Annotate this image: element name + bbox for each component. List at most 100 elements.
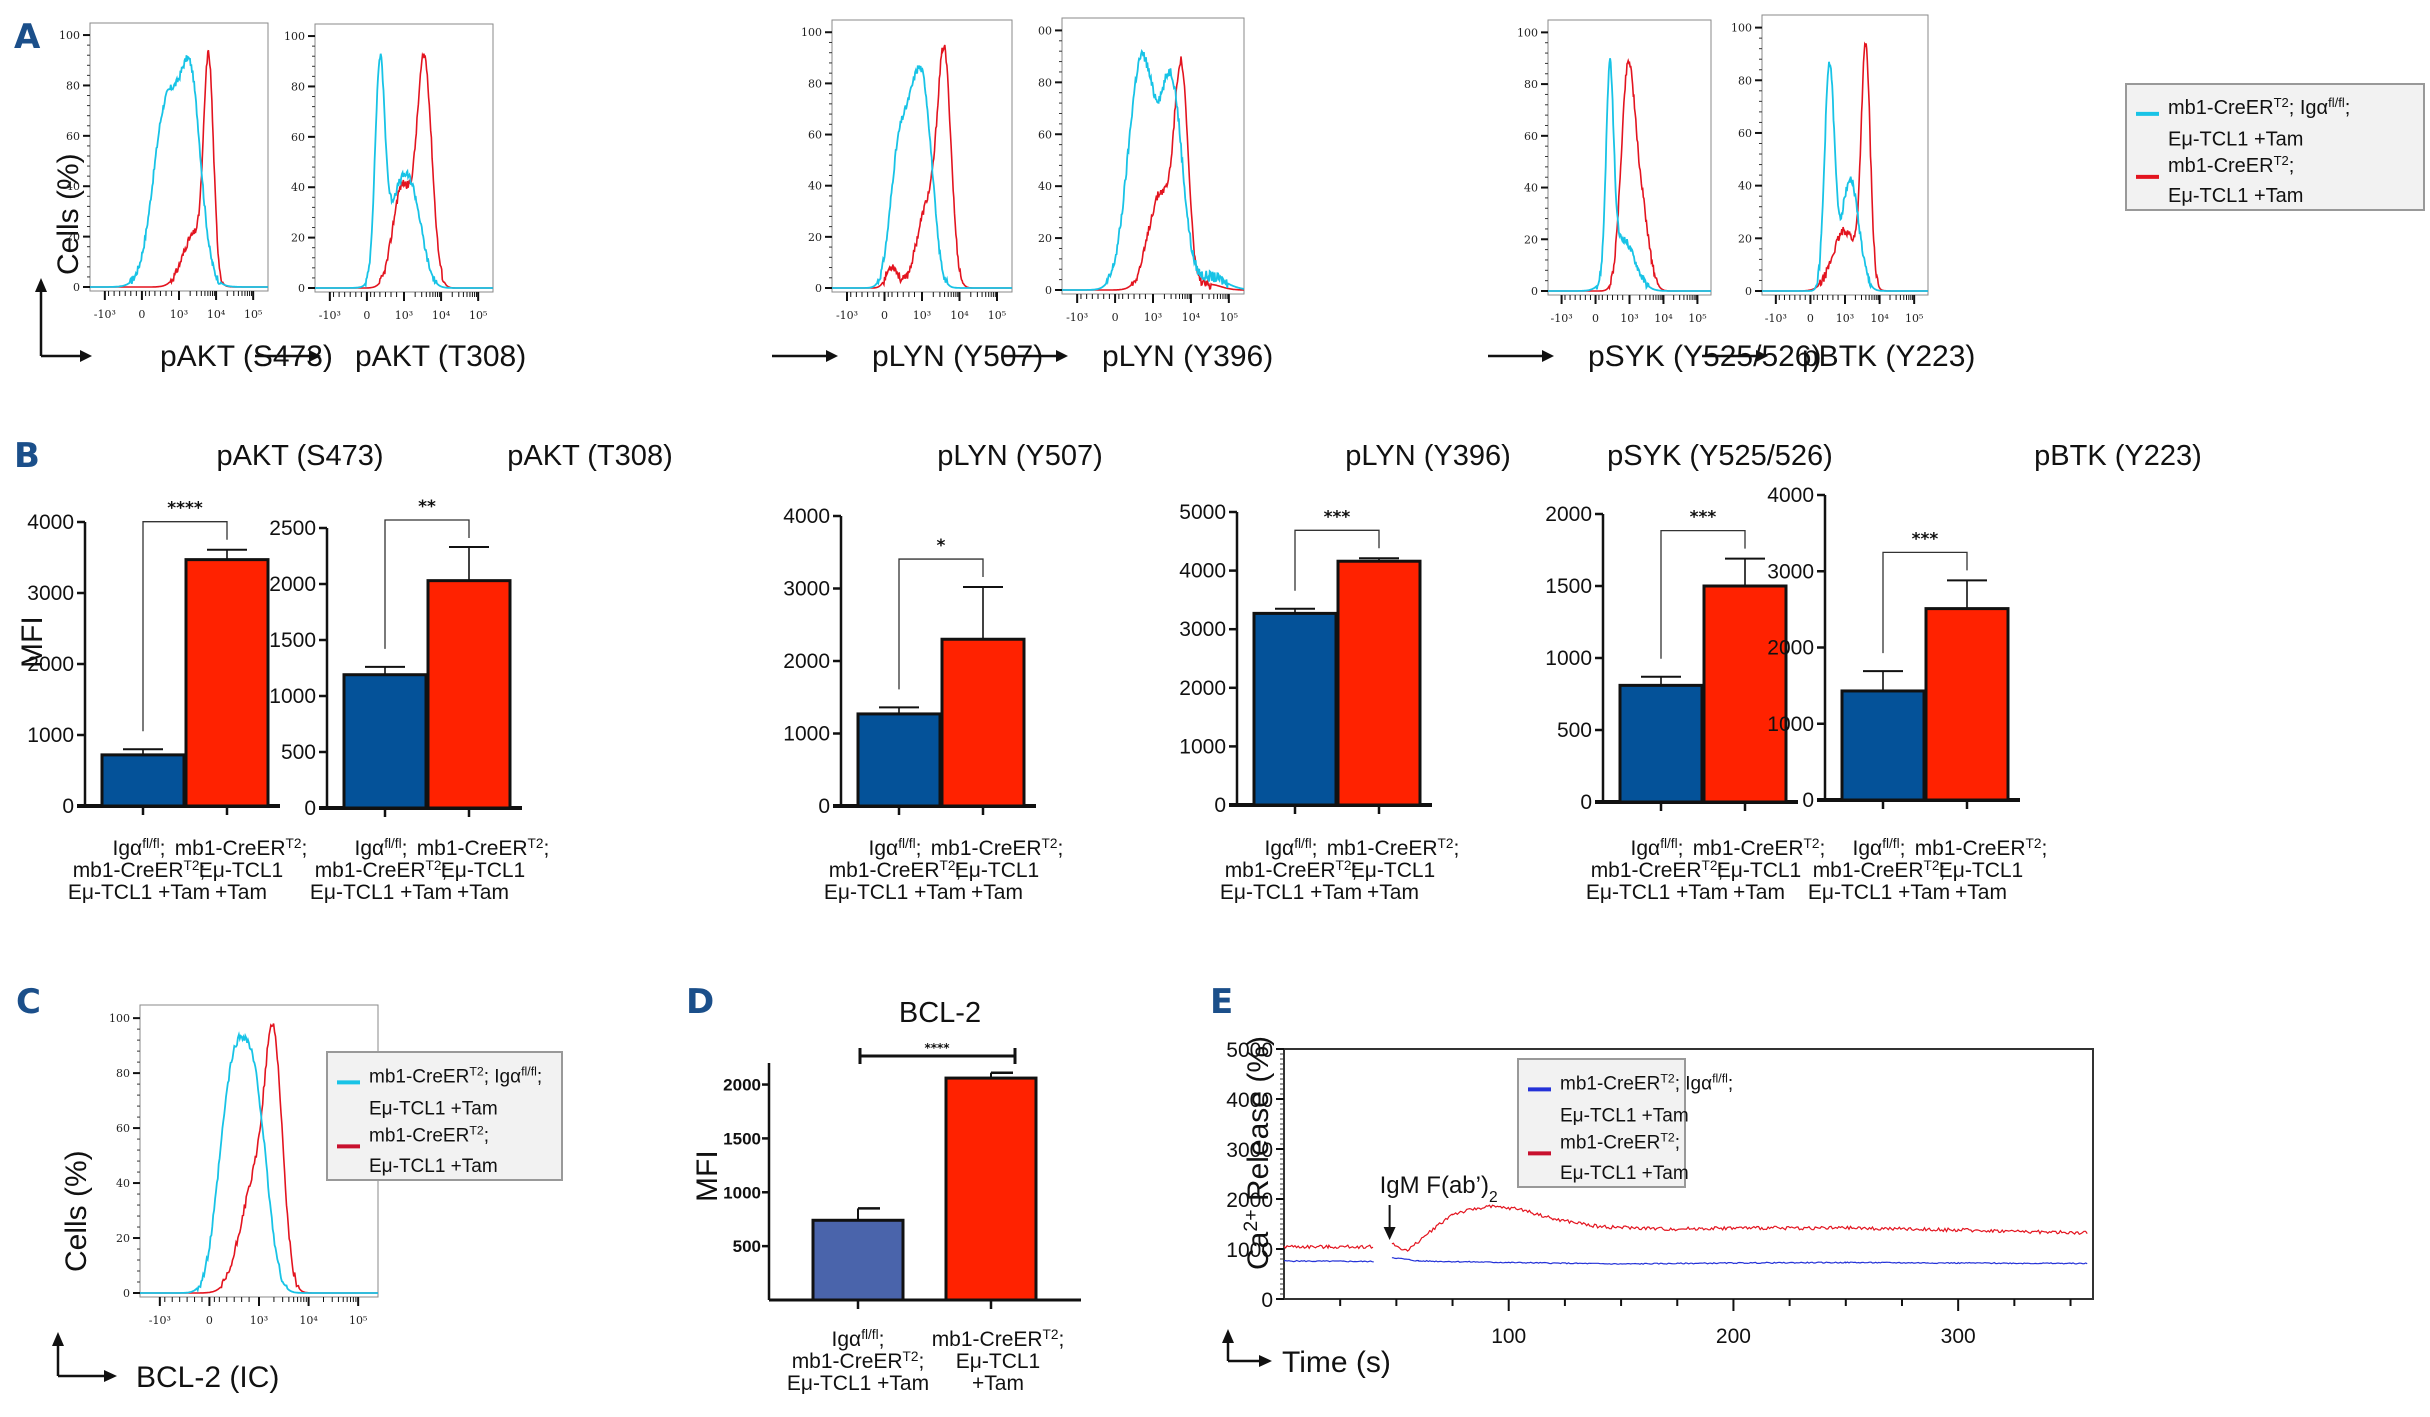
y-tick-label: 4000 (1179, 560, 1226, 583)
legend-label-series2: mb1-CreERT2; (369, 1124, 489, 1147)
text-span: mb1-CreER (315, 859, 426, 882)
category-label-2-line1: mb1-CreERT2; (417, 836, 550, 861)
legend-box (2125, 83, 2425, 211)
superscript: fl/fl (861, 1327, 878, 1342)
text-span: mb1-CreER (932, 1328, 1043, 1351)
superscript: fl/fl (898, 836, 915, 851)
category-label-1-line2: mb1-CreERT2; (1813, 858, 1946, 883)
y-tick-label: 20 (1524, 233, 1538, 246)
annotation-arrow-head (1383, 1227, 1396, 1240)
panel-e: 0 1000 2000 3000 4000 5000 100 200 300 IgM F(ab’)… (1222, 1036, 2094, 1379)
x-arrow-head (104, 1370, 117, 1382)
panel-letter-c: C (16, 982, 41, 1022)
legend-label-series1-line2: Eμ-TCL1 +Tam (2168, 128, 2303, 150)
x-arrow-head (1756, 350, 1768, 362)
category-label-1-line2: mb1-CreERT2; (73, 858, 206, 883)
superscript: fl/fl (521, 1064, 537, 1078)
panel-c-ylabel: Cells (%) (60, 1150, 93, 1272)
text-span: Igα (1265, 837, 1295, 860)
text-span: ; (2345, 97, 2351, 119)
x-tick-label: -10³ (149, 1314, 171, 1327)
histogram-plot-1: 0 20 40 60 80 100 -10³ 0 10³ 10⁴ 10⁵ (59, 22, 269, 321)
x-tick-label: 10⁵ (1220, 311, 1238, 324)
x-axis-label: pBTK (Y223) (1802, 340, 1975, 373)
y-tick-label: 4000 (1767, 484, 1814, 507)
x-tick-label: 10⁴ (299, 1314, 318, 1327)
text-span: Igα (832, 1328, 862, 1351)
series-blue-line (1283, 1257, 2088, 1265)
significance-label: *** (1912, 529, 1939, 549)
y-tick-label: 0 (1045, 284, 1052, 297)
text-span: mb1-CreER (2168, 155, 2274, 177)
text-span: mb1-CreER (369, 1066, 469, 1087)
bar-control (342, 673, 428, 810)
text-span: ; (160, 837, 166, 860)
superscript: fl/fl (1294, 836, 1311, 851)
chart-title: pAKT (T308) (507, 440, 672, 472)
superscript: T2 (2274, 94, 2289, 109)
x-tick-label: -10³ (319, 309, 341, 322)
y-tick-label: 0 (1531, 285, 1538, 298)
subscript: 2 (1489, 1189, 1498, 1206)
x-tick-label: 300 (1941, 1325, 1976, 1348)
text-span: Release (%) (1242, 1036, 1275, 1209)
bar-chart-1: pAKT (S473)01000200030004000****Igαfl/fl… (27, 440, 383, 904)
text-span: IgM F(ab’) (1380, 1172, 1489, 1199)
x-arrow-head (1259, 1355, 1272, 1367)
y-tick-label: 40 (116, 1177, 130, 1190)
plot-frame (1547, 19, 1712, 296)
x-tick-label: 0 (1807, 312, 1814, 325)
superscript: fl/fl (1660, 836, 1677, 851)
y-tick-label: 1500 (723, 1129, 761, 1148)
x-tick-label: -10³ (94, 308, 116, 321)
category-label-2-line3: +Tam (1367, 881, 1419, 904)
superscript: T2 (903, 1349, 919, 1364)
y-tick-label: 1000 (783, 723, 830, 746)
bar-control (811, 1218, 905, 1302)
y-tick-label: 0 (123, 1287, 130, 1300)
plot-frame (314, 23, 494, 293)
category-label-2-line2: Eμ-TCL1 (1939, 859, 2023, 882)
superscript: fl/fl (2328, 94, 2345, 109)
category-label-2-line2: Eμ-TCL1 (1351, 859, 1435, 882)
text-span: Igα (355, 837, 385, 860)
y-tick-label: 2500 (269, 517, 316, 540)
x-tick-label: 10⁵ (1688, 312, 1706, 325)
x-tick-label: 10⁵ (244, 308, 262, 321)
superscript: fl/fl (1712, 1071, 1728, 1085)
category-label-1-line2: mb1-CreERT2; (829, 858, 962, 883)
y-tick-label: 0 (1214, 794, 1226, 817)
text-span: ; (301, 837, 307, 860)
y-tick-label: 100 (284, 30, 305, 43)
histogram-plot-3: 0 20 40 60 80 100 -10³ 0 10³ 10⁴ 10⁵ (801, 19, 1013, 322)
y-tick-label: 60 (1738, 127, 1752, 140)
category-label-2-line2: Eμ-TCL1 (955, 859, 1039, 882)
x-tick-label: 10⁵ (1905, 312, 1923, 325)
superscript: T2 (184, 858, 200, 873)
chart-title: pAKT (S473) (216, 440, 383, 472)
category-label-2-line1: mb1-CreERT2; (932, 1327, 1065, 1352)
panel-d: BCL-2500100015002000MFI****Igαfl/fl;mb1-… (691, 997, 1081, 1395)
y-tick-label: 0 (73, 281, 80, 294)
category-label-1-line3: Eμ-TCL1 +Tam (787, 1372, 929, 1395)
text-span: mb1-CreER (1915, 837, 2026, 860)
plot-frame (1283, 1048, 2094, 1300)
text-span: ; (1057, 837, 1063, 860)
text-span: mb1-CreER (1327, 837, 1438, 860)
x-tick-label: 0 (206, 1314, 213, 1327)
panel-a-corner-arrow (35, 278, 92, 362)
significance-label: ** (418, 497, 436, 517)
bar-treated (1702, 584, 1788, 804)
significance-label: *** (1324, 507, 1351, 527)
x-tick-label: -10³ (1551, 312, 1573, 325)
significance-label: * (937, 536, 946, 556)
y-tick-label: 80 (291, 80, 305, 93)
text-span: ; (1678, 837, 1684, 860)
legend-box (1517, 1058, 1686, 1188)
superscript: T2 (1660, 1071, 1675, 1085)
x-tick-label: 10³ (1144, 311, 1162, 324)
y-tick-label: 2000 (1179, 677, 1226, 700)
y-tick-label: 2000 (269, 573, 316, 596)
y-tick-label: 0 (304, 797, 316, 820)
bar-control (856, 712, 942, 808)
